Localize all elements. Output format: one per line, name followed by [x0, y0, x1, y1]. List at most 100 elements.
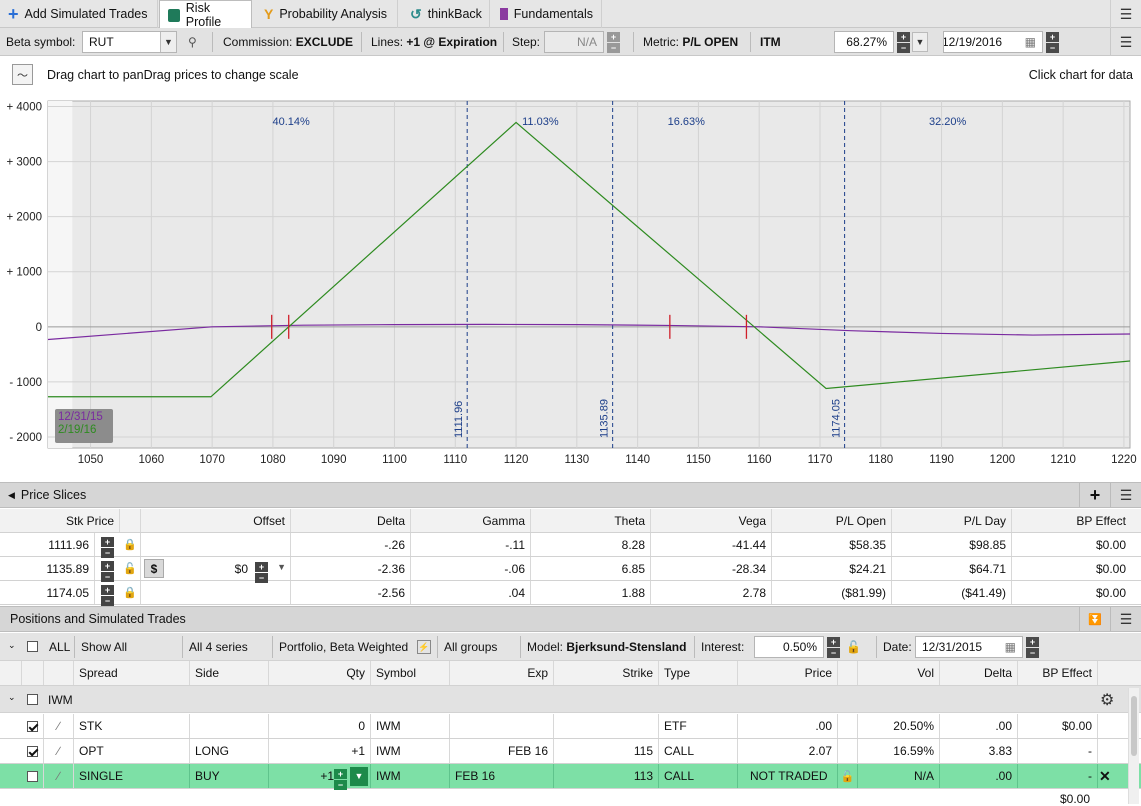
- position-row[interactable]: ∕ OPT LONG +1 IWM FEB 16 115 CALL 2.07 16.59% 3.83…: [0, 739, 1141, 764]
- col-vega[interactable]: Vega: [651, 509, 772, 532]
- positions-scrollbar[interactable]: [1128, 688, 1139, 804]
- close-icon[interactable]: ✕: [1099, 768, 1111, 784]
- col-strike[interactable]: Strike: [554, 661, 659, 685]
- risk-profile-chart[interactable]: 1050 1060 1070 1080 1090 1100 1110 1120 1130 1140…: [0, 96, 1141, 474]
- position-checkbox[interactable]: [27, 770, 38, 782]
- chevron-down-icon[interactable]: ▼: [912, 32, 928, 52]
- price-slice-row[interactable]: 1135.89 + − 🔓 $ $0 + − ▼ -2.36 -.06 6.85 -28.3…: [0, 557, 1141, 583]
- group-checkbox[interactable]: [27, 694, 38, 705]
- x-tick-label: 1090: [321, 454, 347, 466]
- tab-fundamentals[interactable]: Fundamentals: [492, 0, 602, 28]
- link-icon[interactable]: ⚲: [188, 35, 197, 49]
- add-slice-button[interactable]: +: [1079, 483, 1110, 507]
- offset-type-toggle[interactable]: $: [144, 559, 164, 578]
- tab-thinkback[interactable]: ↺ thinkBack: [402, 0, 490, 28]
- chevron-down-icon[interactable]: ▼: [277, 562, 286, 572]
- positions-date-field[interactable]: 12/31/2015 ▦: [915, 636, 1023, 658]
- col-offset[interactable]: Offset: [141, 509, 291, 532]
- col-vol[interactable]: Vol: [858, 661, 940, 685]
- stk-price-stepper[interactable]: + −: [101, 537, 114, 558]
- position-checkbox[interactable]: [27, 745, 38, 757]
- stk-price-stepper[interactable]: + −: [101, 561, 114, 582]
- chevron-down-icon[interactable]: ▼: [350, 767, 368, 786]
- col-qty[interactable]: Qty: [269, 661, 371, 685]
- toolbar-menu-button[interactable]: ☰: [1110, 28, 1141, 56]
- col-price[interactable]: Price: [738, 661, 838, 685]
- col-gamma[interactable]: Gamma: [411, 509, 531, 532]
- slices-menu-button[interactable]: ☰: [1110, 483, 1141, 507]
- slice-offset-cell[interactable]: $ $0 + − ▼: [141, 557, 291, 583]
- chart-style-icon[interactable]: 〜: [12, 64, 33, 85]
- position-qty[interactable]: +1: [269, 764, 371, 788]
- unlock-icon[interactable]: 🔓: [120, 557, 141, 580]
- qty-stepper[interactable]: + −: [334, 769, 347, 790]
- groups-select[interactable]: All groups: [437, 636, 517, 658]
- lock-icon[interactable]: 🔓: [846, 640, 861, 654]
- lock-icon[interactable]: 🔒: [120, 581, 141, 604]
- scrollbar-thumb[interactable]: [1131, 696, 1137, 756]
- tab-probability-analysis[interactable]: Y Probability Analysis: [256, 0, 398, 28]
- slice-stk-price[interactable]: 1111.96: [0, 533, 95, 556]
- model-select[interactable]: Model: Bjerksund-Stensland: [520, 636, 686, 658]
- tab-add-simulated-trades[interactable]: + Add Simulated Trades: [0, 0, 158, 28]
- col-theta[interactable]: Theta: [531, 509, 651, 532]
- probability-stepper[interactable]: + −: [897, 31, 910, 53]
- tabbar-menu-button[interactable]: ☰: [1110, 0, 1141, 28]
- price-slice-row[interactable]: 1111.96 + − 🔒 -.26 -.11 8.28 -41.44 $58.35 $98…: [0, 533, 1141, 558]
- col-bp-effect[interactable]: BP Effect: [1076, 513, 1126, 528]
- beta-symbol-select[interactable]: RUT ▼: [82, 31, 177, 53]
- positions-date-stepper[interactable]: + −: [1026, 636, 1039, 658]
- position-row[interactable]: ∕ SINGLE BUY +1 + − ▼ IWM FEB 16 113 CALL NOT TRA…: [0, 764, 1141, 790]
- probability-field[interactable]: 68.27%: [834, 31, 894, 53]
- col-stk-price[interactable]: Stk Price: [0, 509, 120, 532]
- col-exp[interactable]: Exp: [450, 661, 554, 685]
- slice-offset-cell: [141, 581, 291, 604]
- step-field[interactable]: N/A: [544, 31, 604, 53]
- itm-select[interactable]: ITM: [750, 32, 781, 52]
- metric-select[interactable]: Metric: P/L OPEN: [633, 32, 738, 52]
- pl-chart-svg[interactable]: 1050 1060 1070 1080 1090 1100 1110 1120 1130 1140…: [0, 96, 1141, 474]
- collapse-icon[interactable]: ◀: [8, 489, 15, 500]
- slice-stk-price[interactable]: 1174.05: [0, 581, 95, 604]
- date-stepper[interactable]: + −: [1046, 31, 1059, 53]
- position-row[interactable]: ∕ STK 0 IWM ETF .00 20.50% .00 $0.00: [0, 714, 1141, 739]
- commission-select[interactable]: Commission: EXCLUDE: [212, 32, 353, 52]
- price-slice-row[interactable]: 1174.05 + − 🔒 -2.56.04 1.88 2.78 ($81.99) ($4…: [0, 581, 1141, 606]
- col-side[interactable]: Side: [190, 661, 269, 685]
- tab-risk-profile[interactable]: Risk Profile: [159, 0, 252, 29]
- col-pos-delta[interactable]: Delta: [940, 661, 1018, 685]
- price-slices-column-headers: Stk Price Offset Delta Gamma Theta Vega …: [0, 509, 1141, 533]
- col-spread[interactable]: Spread: [74, 661, 190, 685]
- interest-stepper[interactable]: + −: [827, 636, 840, 658]
- portfolio-select[interactable]: Portfolio, Beta Weighted: [272, 636, 412, 658]
- col-pl-open[interactable]: P/L Open: [772, 509, 892, 532]
- offset-stepper[interactable]: + −: [255, 562, 268, 583]
- series-filter-select[interactable]: All 4 series: [182, 636, 270, 658]
- step-stepper[interactable]: + −: [607, 31, 620, 53]
- lock-icon[interactable]: 🔒: [120, 533, 141, 556]
- stk-price-stepper[interactable]: + −: [101, 585, 114, 606]
- interest-field[interactable]: 0.50%: [754, 636, 824, 658]
- show-filter-select[interactable]: Show All: [74, 636, 179, 658]
- chevron-down-icon[interactable]: ⌄: [8, 640, 16, 650]
- chevron-down-icon[interactable]: ⌄: [8, 692, 16, 702]
- unlock-icon[interactable]: 🔓: [838, 764, 858, 788]
- slice-stk-price[interactable]: 1135.89: [0, 557, 95, 580]
- flash-icon[interactable]: ⚡: [417, 640, 431, 654]
- collapse-all-button[interactable]: ⏬: [1079, 607, 1110, 631]
- position-graph-icon[interactable]: ∕: [44, 764, 74, 788]
- expiration-date-field[interactable]: 12/19/2016 ▦: [943, 31, 1043, 53]
- position-graph-icon[interactable]: ∕: [44, 714, 74, 738]
- select-all-checkbox[interactable]: [27, 641, 38, 652]
- col-pl-day[interactable]: P/L Day: [892, 509, 1012, 532]
- col-pos-bp-effect[interactable]: BP Effect: [1018, 661, 1098, 685]
- position-checkbox[interactable]: [27, 720, 38, 732]
- gear-icon[interactable]: ⚙: [1100, 692, 1115, 709]
- lines-select[interactable]: Lines: +1 @ Expiration: [361, 32, 497, 52]
- group-row-iwm[interactable]: ⌄ IWM ⚙: [0, 686, 1141, 713]
- col-symbol[interactable]: Symbol: [371, 661, 450, 685]
- positions-menu-button[interactable]: ☰: [1110, 607, 1141, 631]
- col-delta[interactable]: Delta: [291, 509, 411, 532]
- col-type[interactable]: Type: [659, 661, 738, 685]
- position-graph-icon[interactable]: ∕: [44, 739, 74, 763]
